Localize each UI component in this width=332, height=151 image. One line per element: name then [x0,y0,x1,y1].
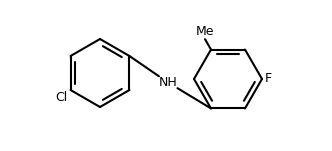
Text: NH: NH [159,76,178,89]
Text: F: F [265,72,272,85]
Text: Me: Me [196,25,214,38]
Text: Cl: Cl [55,91,67,104]
